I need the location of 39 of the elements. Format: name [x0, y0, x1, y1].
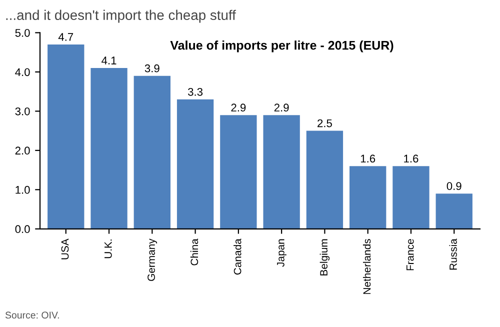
y-tick-label: 2.0	[15, 146, 30, 155]
x-tick-label: U.K.	[104, 240, 112, 258]
y-tick-label: 1.0	[16, 186, 30, 194]
x-tick-label: Netherlands	[362, 238, 371, 294]
source-note: Source: OIV.	[5, 312, 59, 319]
x-tick-label: France	[406, 239, 414, 270]
data-label: 4.1	[102, 56, 116, 64]
chart-title: ...and it doesn't import the cheap stuff	[6, 10, 236, 23]
y-tick-label: 5.0	[15, 28, 30, 37]
bar	[134, 76, 170, 229]
x-tick-label: Germany	[148, 238, 158, 281]
bar	[436, 194, 472, 229]
bar	[306, 130, 344, 229]
data-label: 3.9	[144, 64, 160, 72]
y-tick-label: 4.0	[15, 68, 30, 76]
data-label: 1.6	[404, 154, 418, 163]
x-tick-label: Russia	[449, 238, 457, 270]
data-label: 1.6	[360, 154, 376, 163]
data-label: 2.9	[274, 104, 289, 112]
data-label: 3.3	[188, 88, 203, 96]
bar	[48, 44, 84, 229]
bar	[176, 99, 214, 229]
x-tick-label: China	[190, 238, 198, 266]
x-tick-label: Canada	[234, 238, 242, 275]
data-label: 2.9	[231, 104, 246, 112]
data-label: 2.5	[318, 119, 332, 128]
bar	[90, 68, 128, 229]
x-tick-label: Belgium	[320, 239, 330, 276]
y-tick-label: 3.0	[15, 107, 30, 116]
text: Value of imports per litre - 2015 (EUR)	[170, 40, 394, 52]
bar	[392, 166, 430, 229]
x-tick-label: USA	[61, 238, 69, 260]
data-label: 4.7	[58, 33, 74, 41]
data-label: 0.9	[446, 182, 462, 190]
bar	[350, 166, 386, 229]
y-tick-label: 0.0	[15, 225, 30, 234]
bar	[263, 115, 300, 229]
bar	[220, 115, 257, 229]
x-tick-label: Japan	[277, 239, 286, 267]
